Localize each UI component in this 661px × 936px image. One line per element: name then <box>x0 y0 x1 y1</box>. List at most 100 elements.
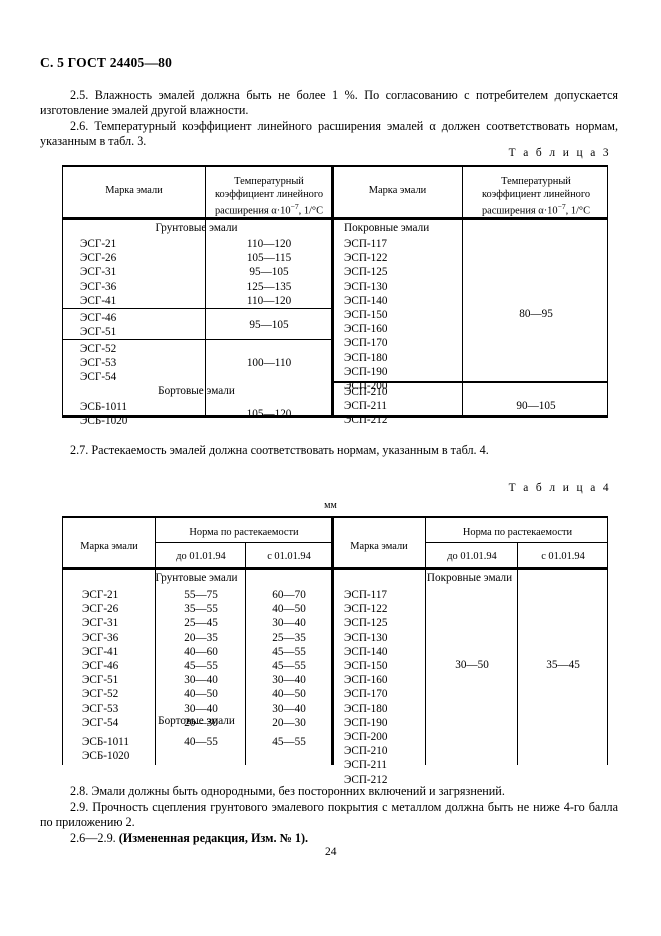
table4-left-before-values: 55—75 35—55 25—45 20—35 40—60 45—55 30—4… <box>157 588 245 730</box>
table-row: ЭСП-150 <box>344 660 388 673</box>
table3-right-block1-brand-2: ЭСП-125 <box>344 266 388 279</box>
table-row: ЭСП-160 <box>344 674 388 687</box>
table4-right-after: 35—45 <box>546 659 580 671</box>
table-row: ЭСГ-31 <box>82 617 119 630</box>
table3-caption: Т а б л и ц а 3 <box>508 147 611 159</box>
table-row: ЭСП-211 <box>344 759 388 772</box>
cell-after: 40—50 <box>272 603 306 616</box>
revision-prefix: 2.6—2.9. <box>70 831 119 845</box>
cell-before: 30—40 <box>184 702 218 715</box>
table-row: ЭСП-170 <box>344 688 388 701</box>
paragraph-2-9: 2.9. Прочность сцепления грунтового эмал… <box>40 800 618 830</box>
revision-bold: (Измененная редакция, Изм. № 1). <box>118 831 309 845</box>
table4-divider-3 <box>425 517 426 765</box>
table3-left-block1-value-3: 125—135 <box>246 280 292 293</box>
table3-right-block1-brand-4: ЭСП-140 <box>344 294 388 307</box>
table3-right-block1-brand-1: ЭСП-122 <box>344 252 388 265</box>
table-row: ЭСП-180 <box>344 702 388 715</box>
table3-header-coef-right-line2: коэффициент линейного <box>481 188 591 200</box>
table-row: ЭСГ-21 <box>82 589 119 601</box>
table4-header-before-left: до 01.01.94 <box>176 551 226 562</box>
table-row: ЭСП-210 <box>344 745 388 758</box>
cell-after: 40—50 <box>272 688 306 701</box>
table3-header-coef-right-line3: расширения α·10−7, 1/°С <box>465 201 607 218</box>
table4-left-group-1: Грунтовые эмали <box>155 572 238 584</box>
table3-left-block3-brand-1: ЭСГ-53 <box>80 357 117 370</box>
cell-after: 25—35 <box>272 631 306 644</box>
table3-right-block1-brand-5: ЭСП-150 <box>344 309 388 322</box>
table3-left-block2-brand-0: ЭСГ-46 <box>80 312 117 324</box>
table-row: ЭСП-190 <box>344 716 388 729</box>
table4-header-brand-left: Марка эмали <box>80 541 138 552</box>
table-row: ЭСБ-1011 <box>82 736 129 748</box>
table3-right-edge <box>607 165 608 415</box>
table3-left-block1-brand-2: ЭСГ-31 <box>80 266 117 279</box>
cell-before: 55—75 <box>184 589 218 601</box>
table4-left-brands: ЭСГ-21 ЭСГ-26 ЭСГ-31 ЭСГ-36 ЭСГ-41 ЭСГ-4… <box>82 588 118 730</box>
table-row: ЭСГ-52 <box>82 688 119 701</box>
table3-right-block2-brand-0: ЭСП-210 <box>344 386 388 398</box>
table-row: ЭСБ-1020 <box>82 750 130 763</box>
table4-left-board-before: 40—55 <box>184 736 218 748</box>
table3-right-block1-brand-10: ЭСП-200 <box>344 380 388 393</box>
table3-right-sep-1 <box>331 381 608 383</box>
cell-before: 20—30 <box>184 716 218 729</box>
table3-header-bottom-border <box>62 217 608 220</box>
table4-left-after-values: 60—70 40—50 30—40 25—35 45—55 45—55 30—4… <box>247 588 331 730</box>
cell-after: 20—30 <box>272 716 306 729</box>
table3-right-block1-brand-9: ЭСП-190 <box>344 365 388 378</box>
table3-left-block1-value-1: 105—115 <box>246 252 292 265</box>
cell-after: 30—40 <box>272 674 306 687</box>
table-row: ЭСП-125 <box>344 617 388 630</box>
table3-left-block1-values: 110—120 105—115 95—105 125—135 110—120 <box>208 237 330 308</box>
table3-right-block2-brands: ЭСП-210 ЭСП-211 ЭСП-212 <box>344 385 387 428</box>
table4-header-norm-left: Норма по растекаемости <box>189 527 299 538</box>
table4-header-norm-right: Норма по растекаемости <box>462 527 573 538</box>
cell-before: 35—55 <box>184 603 218 616</box>
table3-left-block4-brand-1: ЭСБ-1020 <box>80 415 128 428</box>
table4-left-board-brands: ЭСБ-1011 ЭСБ-1020 <box>82 735 129 763</box>
table-row: ЭСП-117 <box>344 589 388 601</box>
table3-left-block1-brand-4: ЭСГ-41 <box>80 294 117 307</box>
table3-header-coef-left-line2: коэффициент линейного <box>214 188 324 200</box>
table-4: Марка эмали Норма по растекаемости до 01… <box>62 516 608 786</box>
table4-left-edge <box>62 516 63 765</box>
table4-unit: мм <box>324 500 337 511</box>
table-row: ЭСГ-41 <box>82 645 119 658</box>
table-row: ЭСП-130 <box>344 631 388 644</box>
t3hr3sup: −7 <box>557 202 566 212</box>
table-row: ЭСП-140 <box>344 645 388 658</box>
table3-bottom-border <box>62 415 608 418</box>
table3-left-group-2: Бортовые эмали <box>158 385 235 397</box>
table4-right-edge <box>607 516 608 765</box>
cell-before: 20—35 <box>184 631 218 644</box>
table3-right-block1-brand-0: ЭСП-117 <box>344 238 388 250</box>
paragraph-revision-note: 2.6—2.9. (Измененная редакция, Изм. № 1)… <box>40 831 618 846</box>
table4-center-divider <box>331 516 334 765</box>
table3-left-block4-brands: ЭСБ-1011 ЭСБ-1020 <box>80 400 127 428</box>
paragraph-2-6: 2.6. Температурный коэффициент линейного… <box>40 119 618 149</box>
table4-right-norm-underline <box>425 542 608 543</box>
table-3: Марка эмали Температурный коэффициент ли… <box>62 165 608 427</box>
table3-left-block2-brand-1: ЭСГ-51 <box>80 326 117 339</box>
table3-left-block1-brand-1: ЭСГ-26 <box>80 252 117 265</box>
cell-before: 30—40 <box>184 674 218 687</box>
cell-before: 40—50 <box>184 688 218 701</box>
t3hl3a: расширения α·10 <box>214 205 291 217</box>
table3-right-block1-brand-3: ЭСП-130 <box>344 280 388 293</box>
cell-before: 40—60 <box>184 645 218 658</box>
table3-header-coef-left-line1: Температурный <box>234 176 304 187</box>
table3-left-block1-brand-3: ЭСГ-36 <box>80 280 117 293</box>
table-row: ЭСГ-53 <box>82 702 119 715</box>
table4-header-before-right: до 01.01.94 <box>447 551 497 562</box>
paragraph-2-5: 2.5. Влажность эмалей должна быть не бол… <box>40 88 618 118</box>
table3-right-block1-brand-7: ЭСП-170 <box>344 337 388 350</box>
page-header-standard: ГОСТ 24405—80 <box>67 55 173 70</box>
table4-right-before: 30—50 <box>455 659 489 671</box>
cell-after: 45—55 <box>272 660 306 673</box>
table3-header-coef-right-line1: Температурный <box>501 176 571 187</box>
table3-left-sep-2 <box>62 339 331 340</box>
table3-left-block2-value: 95—105 <box>249 319 289 331</box>
table3-divider-1 <box>205 166 206 415</box>
